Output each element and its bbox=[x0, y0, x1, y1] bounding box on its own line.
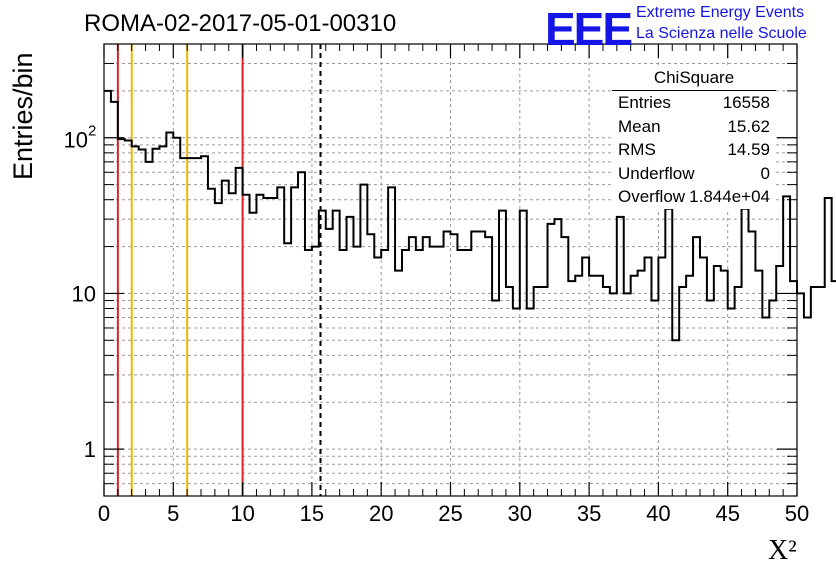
stats-value: 16558 bbox=[722, 93, 770, 112]
stats-row-overflow: Overflow 1.844e+04 bbox=[612, 185, 776, 209]
stats-key: Underflow bbox=[618, 163, 695, 183]
stats-row-underflow: Underflow 0 bbox=[612, 162, 776, 186]
stats-value: 15.62 bbox=[727, 116, 770, 136]
eee-logo: EEE bbox=[545, 3, 633, 55]
x-tick-label: 5 bbox=[167, 501, 179, 526]
x-axis-label: X² bbox=[768, 535, 797, 567]
stats-row-rms: RMS 14.59 bbox=[612, 138, 776, 162]
logo-line-2: La Scienza nelle Scuole bbox=[636, 25, 807, 42]
x-tick-label: 35 bbox=[577, 501, 601, 526]
y-axis-label: Entries/bin bbox=[8, 52, 38, 180]
x-axis-label-text: X² bbox=[768, 535, 797, 566]
x-tick-label: 20 bbox=[369, 501, 393, 526]
logo-line-1: Extreme Energy Events bbox=[636, 4, 805, 21]
stats-key: RMS bbox=[618, 140, 656, 159]
y-tick-label: 1 bbox=[84, 437, 96, 462]
x-tick-label: 25 bbox=[438, 501, 462, 526]
y-tick-label-exponent: 2 bbox=[88, 123, 96, 140]
stats-row-mean: Mean 15.62 bbox=[612, 115, 776, 139]
x-tick-label: 45 bbox=[715, 501, 739, 526]
y-tick-label: 10 bbox=[64, 128, 88, 153]
y-tick-label: 10 bbox=[72, 281, 96, 306]
stats-row-entries: Entries 16558 bbox=[612, 91, 776, 115]
stats-value: 1.844e+04 bbox=[689, 187, 770, 206]
x-tick-label: 10 bbox=[230, 501, 254, 526]
stats-key: Overflow bbox=[618, 187, 686, 206]
x-tick-label: 15 bbox=[300, 501, 324, 526]
stats-title: ChiSquare bbox=[612, 66, 776, 91]
x-tick-label: 40 bbox=[646, 501, 670, 526]
stats-value: 14.59 bbox=[727, 140, 770, 159]
stats-value: 0 bbox=[760, 163, 770, 183]
stats-key: Entries bbox=[618, 93, 671, 112]
x-tick-label: 0 bbox=[98, 501, 110, 526]
chart-title: ROMA-02-2017-05-01-00310 bbox=[84, 10, 397, 37]
x-tick-label: 30 bbox=[508, 501, 532, 526]
x-tick-label: 50 bbox=[785, 501, 809, 526]
stats-key: Mean bbox=[618, 116, 661, 136]
stats-box: ChiSquare Entries 16558 Mean 15.62 RMS 1… bbox=[612, 66, 776, 209]
